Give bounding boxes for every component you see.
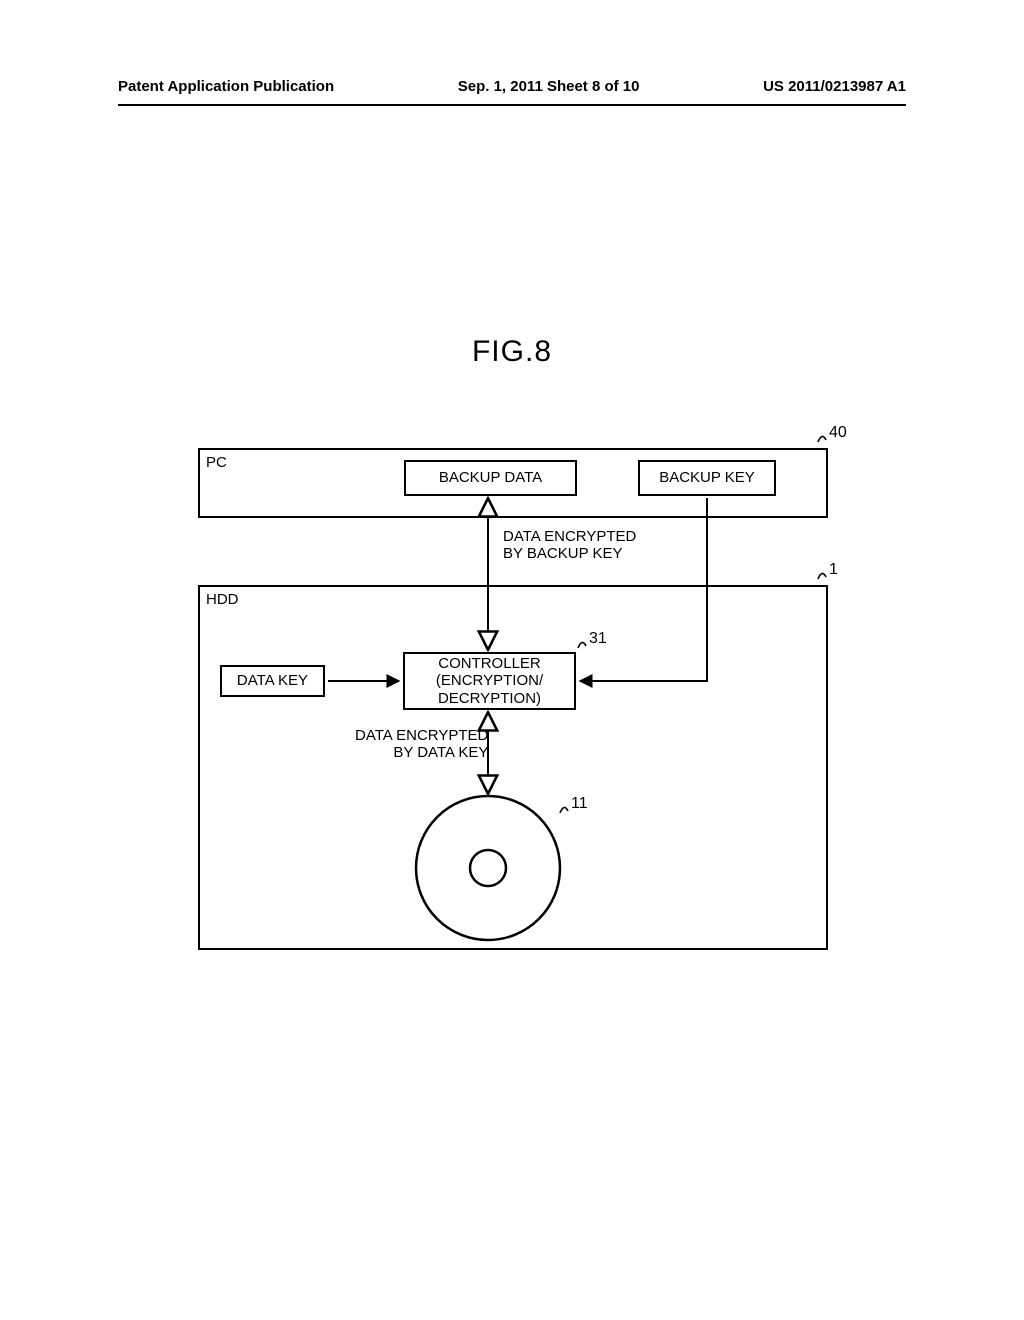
page-header: Patent Application Publication Sep. 1, 2… bbox=[118, 78, 906, 106]
figure-title: FIG.8 bbox=[0, 335, 1024, 369]
disk-inner bbox=[470, 850, 506, 886]
arrow-backupkey-controller bbox=[580, 498, 707, 681]
header-right: US 2011/0213987 A1 bbox=[763, 78, 906, 104]
diagram-svg bbox=[188, 430, 838, 960]
header-left: Patent Application Publication bbox=[118, 78, 334, 104]
diagram: PC BACKUP DATA BACKUP KEY 40 HDD 1 bbox=[188, 430, 838, 960]
header-center: Sep. 1, 2011 Sheet 8 of 10 bbox=[458, 78, 640, 104]
